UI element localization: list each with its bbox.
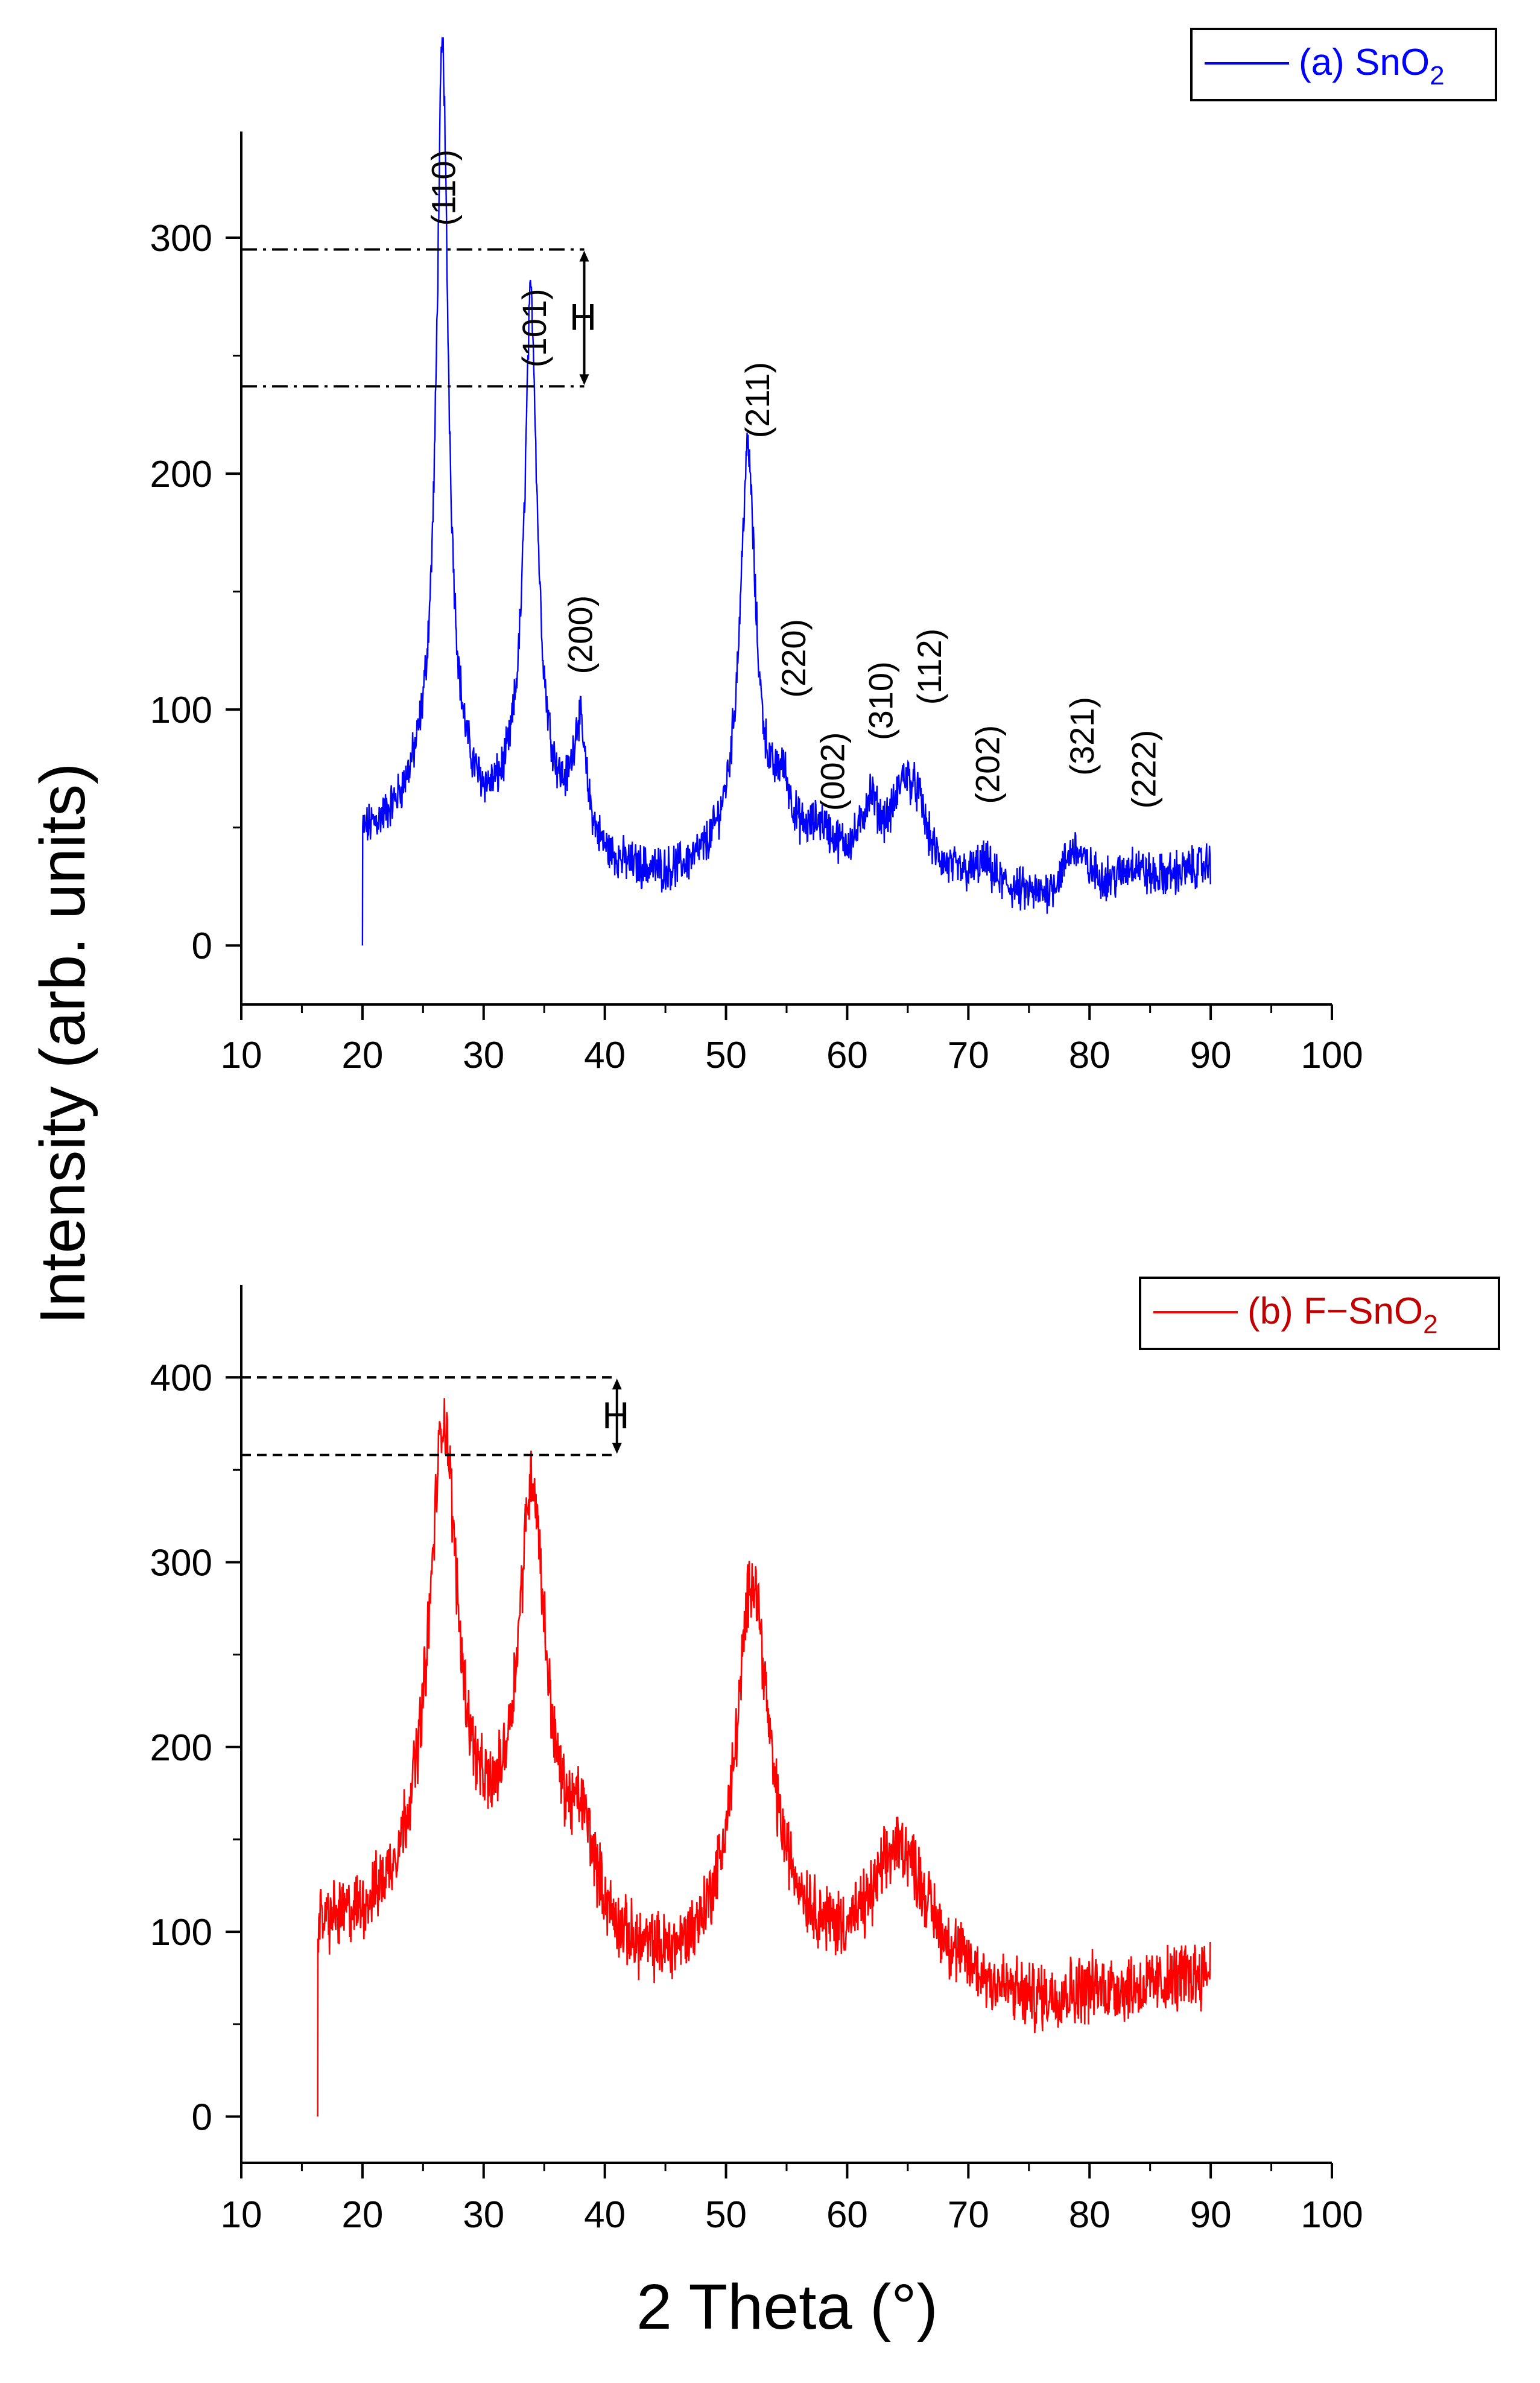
- x-tick-label: 90: [1190, 1035, 1232, 1076]
- panel-b-legend-subscript: 2: [1423, 1310, 1437, 1339]
- panel-b-y-tick-labels: 0 100 200 300 400: [150, 1357, 212, 2138]
- panel-a-miller-indices: (110) (101) (200) (211) (220)(002) (310) (112)…: [425, 150, 1163, 811]
- h-arrow-head-bottom: [612, 1442, 622, 1454]
- panel-b-f-sno2: 0 100 200 300 400 10 20 30 40 50 60 70 80 90 100 H (b…: [150, 1277, 1500, 2236]
- x-tick-label: 50: [705, 2194, 747, 2236]
- panel-a-y-tick-labels: 0 100 200 300: [150, 218, 212, 967]
- x-tick-label: 60: [826, 2194, 868, 2236]
- panel-a-legend-label: (a) SnO2: [1299, 42, 1445, 90]
- y-tick-label: 400: [150, 1357, 212, 1399]
- miller-index-label: (101): [515, 288, 553, 367]
- miller-index-label: (310): [862, 661, 900, 740]
- miller-index-label: (222): [1125, 730, 1163, 809]
- y-tick-label: 0: [192, 2096, 212, 2138]
- x-tick-label: 90: [1190, 2194, 1232, 2236]
- panel-b-legend: (b) F−SnO2: [1139, 1277, 1500, 1350]
- x-tick-label: 40: [584, 1035, 626, 1076]
- x-tick-label: 70: [948, 2194, 989, 2236]
- x-tick-label: 100: [1301, 1035, 1363, 1076]
- x-tick-label: 70: [948, 1035, 989, 1076]
- x-tick-label: 40: [584, 2194, 626, 2236]
- x-tick-label: 20: [341, 2194, 383, 2236]
- y-tick-label: 100: [150, 690, 212, 731]
- x-tick-label: 50: [705, 1035, 747, 1076]
- miller-index-label: (211): [738, 362, 776, 439]
- panel-b-legend-label: (b) F−SnO2: [1247, 1290, 1438, 1339]
- panel-b-h-marker: H: [241, 1376, 629, 1456]
- h-arrow-head-top: [612, 1379, 622, 1390]
- y-axis-title: Intensity (arb. units): [27, 763, 98, 1325]
- miller-index-label: (110): [425, 150, 463, 226]
- panel-a-h-marker: H: [241, 248, 597, 388]
- y-tick-label: 200: [150, 1727, 212, 1769]
- x-tick-label: 10: [221, 2194, 262, 2236]
- x-tick-label: 20: [341, 1035, 383, 1076]
- y-tick-label: 200: [150, 454, 212, 495]
- h-arrow-head-top: [579, 250, 589, 262]
- miller-index-label: (220): [775, 619, 813, 698]
- panel-a-x-tick-labels: 10 20 30 40 50 60 70 80 90 100: [221, 1035, 1363, 1076]
- panel-a-legend-subscript: 2: [1430, 61, 1444, 90]
- panel-b-legend-prefix: (b) F−SnO: [1247, 1290, 1423, 1332]
- x-axis-title: 2 Theta (°): [636, 2271, 938, 2343]
- y-tick-label: 0: [192, 925, 212, 967]
- panel-a-xrd-trace: [361, 36, 1211, 946]
- h-label: H: [569, 297, 597, 338]
- miller-index-label: (202): [969, 725, 1007, 804]
- x-tick-label: 100: [1301, 2194, 1363, 2236]
- x-tick-label: 80: [1069, 2194, 1111, 2236]
- x-tick-label: 60: [826, 1035, 868, 1076]
- panel-a-legend-prefix: (a) SnO: [1299, 42, 1430, 83]
- panel-a-legend: (a) SnO2: [1190, 28, 1497, 101]
- miller-index-label: (112): [910, 629, 948, 705]
- h-arrow-head-bottom: [579, 374, 589, 386]
- panel-b-x-tick-labels: 10 20 30 40 50 60 70 80 90 100: [221, 2194, 1363, 2236]
- y-tick-label: 300: [150, 218, 212, 259]
- panel-b-ticks: [226, 1376, 1333, 2178]
- x-tick-label: 30: [463, 2194, 504, 2236]
- x-tick-label: 10: [221, 1035, 262, 1076]
- panel-a-ticks: [226, 236, 1333, 1020]
- x-tick-label: 30: [463, 1035, 504, 1076]
- miller-index-label: (002): [813, 732, 851, 811]
- panel-b-xrd-trace: [317, 1398, 1211, 2117]
- miller-index-label: (200): [562, 595, 600, 674]
- x-tick-label: 80: [1069, 1035, 1111, 1076]
- y-tick-label: 100: [150, 1912, 212, 1953]
- h-label: H: [602, 1395, 629, 1436]
- miller-index-label: (321): [1063, 697, 1101, 776]
- y-tick-label: 300: [150, 1542, 212, 1584]
